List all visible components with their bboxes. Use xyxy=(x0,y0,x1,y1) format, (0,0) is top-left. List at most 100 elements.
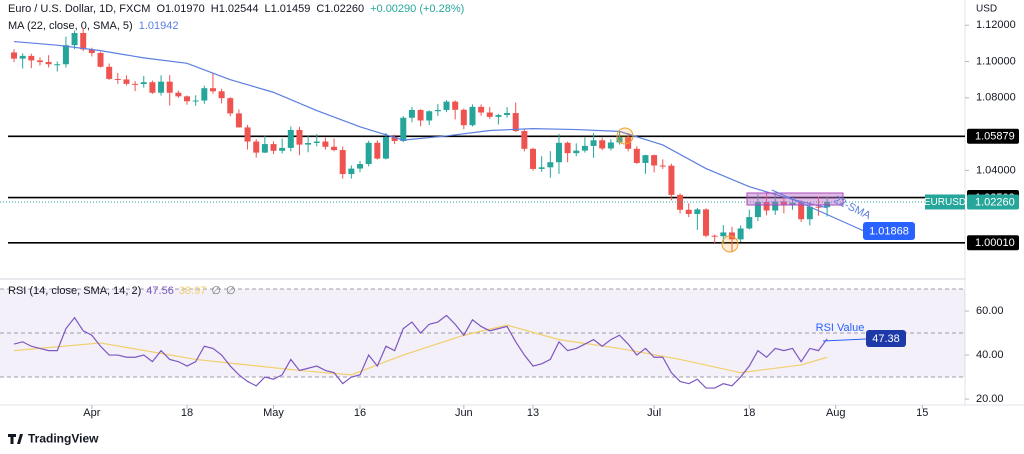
candle-body xyxy=(365,142,372,165)
candle-body xyxy=(815,206,822,208)
level-tag xyxy=(967,235,1019,251)
rsi-legend-value: ∅ xyxy=(226,285,236,297)
candle-body xyxy=(754,201,761,218)
y-tick-label: 1.08000 xyxy=(976,92,1016,104)
candle-body xyxy=(218,91,225,99)
candle-body xyxy=(227,98,234,114)
candle-body xyxy=(798,202,805,220)
candle-body xyxy=(417,109,424,121)
candle-body xyxy=(374,142,381,159)
y-tick-label: 20.00 xyxy=(976,393,1004,405)
rsi-annotation: RSI Value xyxy=(816,322,865,334)
rsi-legend-value: 38.97 xyxy=(179,285,207,297)
candle-body xyxy=(391,137,398,141)
candle-body xyxy=(677,194,684,210)
candle-body xyxy=(45,62,52,65)
candle-body xyxy=(209,88,216,92)
candle-body xyxy=(694,209,701,214)
x-tick-label: Jul xyxy=(647,407,661,419)
candle-body xyxy=(36,60,43,63)
ohlc-value: C1.02260 xyxy=(316,3,364,15)
candle-body xyxy=(54,64,61,66)
candle-body xyxy=(28,55,35,61)
x-tick-label: 15 xyxy=(916,407,928,419)
candle-body xyxy=(521,131,528,149)
rsi-name: RSI (14, close, SMA, 14, 2) xyxy=(8,285,141,297)
sma-value-box xyxy=(863,222,915,240)
candle-body xyxy=(573,150,580,154)
candle-body xyxy=(530,148,537,169)
rsi-line xyxy=(13,324,828,376)
candle-body xyxy=(633,148,640,163)
candle-body xyxy=(780,201,787,205)
candle-body xyxy=(426,111,433,121)
candle-body xyxy=(763,201,770,211)
x-tick-label: May xyxy=(263,407,284,419)
highlight-circle xyxy=(616,127,634,145)
x-tick-label: Aug xyxy=(826,407,846,419)
ma-value: 1.01942 xyxy=(139,20,179,32)
candle-body xyxy=(538,167,545,169)
candle-body xyxy=(62,45,69,65)
highlight-circle xyxy=(721,235,739,253)
candle-body xyxy=(166,81,173,93)
candle-body xyxy=(711,235,718,237)
ohlc-value: L1.01459 xyxy=(264,3,310,15)
candle-body xyxy=(547,162,554,168)
x-tick-label: Jun xyxy=(455,407,473,419)
x-tick-label: Apr xyxy=(83,407,100,419)
candle-body xyxy=(253,141,260,153)
level-tag xyxy=(967,128,1019,144)
x-tick-label: 13 xyxy=(527,407,539,419)
price-label: 1.02260 xyxy=(975,196,1015,208)
candle-body xyxy=(806,206,813,220)
ohlc-value: +0.00290 (+0.28%) xyxy=(370,3,464,15)
candle-body xyxy=(668,165,675,195)
candle-body xyxy=(114,78,121,80)
candle-body xyxy=(607,142,614,149)
candle-body xyxy=(313,141,320,143)
band-fill xyxy=(0,289,965,378)
candle-body xyxy=(495,115,502,117)
rsi-value-box xyxy=(866,330,906,347)
ohlc-value: H1.02544 xyxy=(211,3,259,15)
y-tick-label: 1.04000 xyxy=(976,164,1016,176)
x-tick-label: 18 xyxy=(181,407,193,419)
candle-body xyxy=(184,96,191,102)
candle-body xyxy=(80,33,87,50)
logo: TradingView xyxy=(8,432,99,446)
y-tick-label: 1.10000 xyxy=(976,55,1016,67)
level-label: 1.00010 xyxy=(975,237,1015,249)
brand: TradingView xyxy=(28,432,99,446)
y-tick-label: 1.12000 xyxy=(976,19,1016,31)
candle-body xyxy=(201,88,208,101)
candle-body xyxy=(348,168,355,175)
candle-body xyxy=(720,232,727,237)
candle-body xyxy=(599,140,606,149)
candle-body xyxy=(149,82,156,93)
ma-line xyxy=(13,40,828,209)
candle-body xyxy=(175,92,182,97)
candle-body xyxy=(651,155,658,166)
y-tick-label: 40.00 xyxy=(976,349,1004,361)
candle-body xyxy=(296,129,303,145)
annotations: 22-SMA 1.01868 RSI Value 47.38 xyxy=(616,127,915,347)
rsi-legend-value: ∅ xyxy=(211,285,221,297)
candle-body xyxy=(460,109,467,126)
candle-body xyxy=(581,145,588,151)
candle-body xyxy=(287,129,294,148)
candle-body xyxy=(270,144,277,151)
candle-body xyxy=(772,201,779,211)
candle-body xyxy=(469,106,476,126)
title: Euro / U.S. Dollar, 1D, FXCM xyxy=(8,3,150,15)
candle-body xyxy=(642,155,649,163)
y-tick-label: 60.00 xyxy=(976,305,1004,317)
candle-body xyxy=(685,209,692,214)
symbol-label: EURUSD xyxy=(924,197,966,208)
candle-body xyxy=(789,202,796,205)
candle-body xyxy=(158,81,165,93)
sma-value: 1.01868 xyxy=(869,225,909,237)
candle-body xyxy=(97,52,104,67)
candle-body xyxy=(322,141,329,147)
candle-body xyxy=(382,137,389,159)
